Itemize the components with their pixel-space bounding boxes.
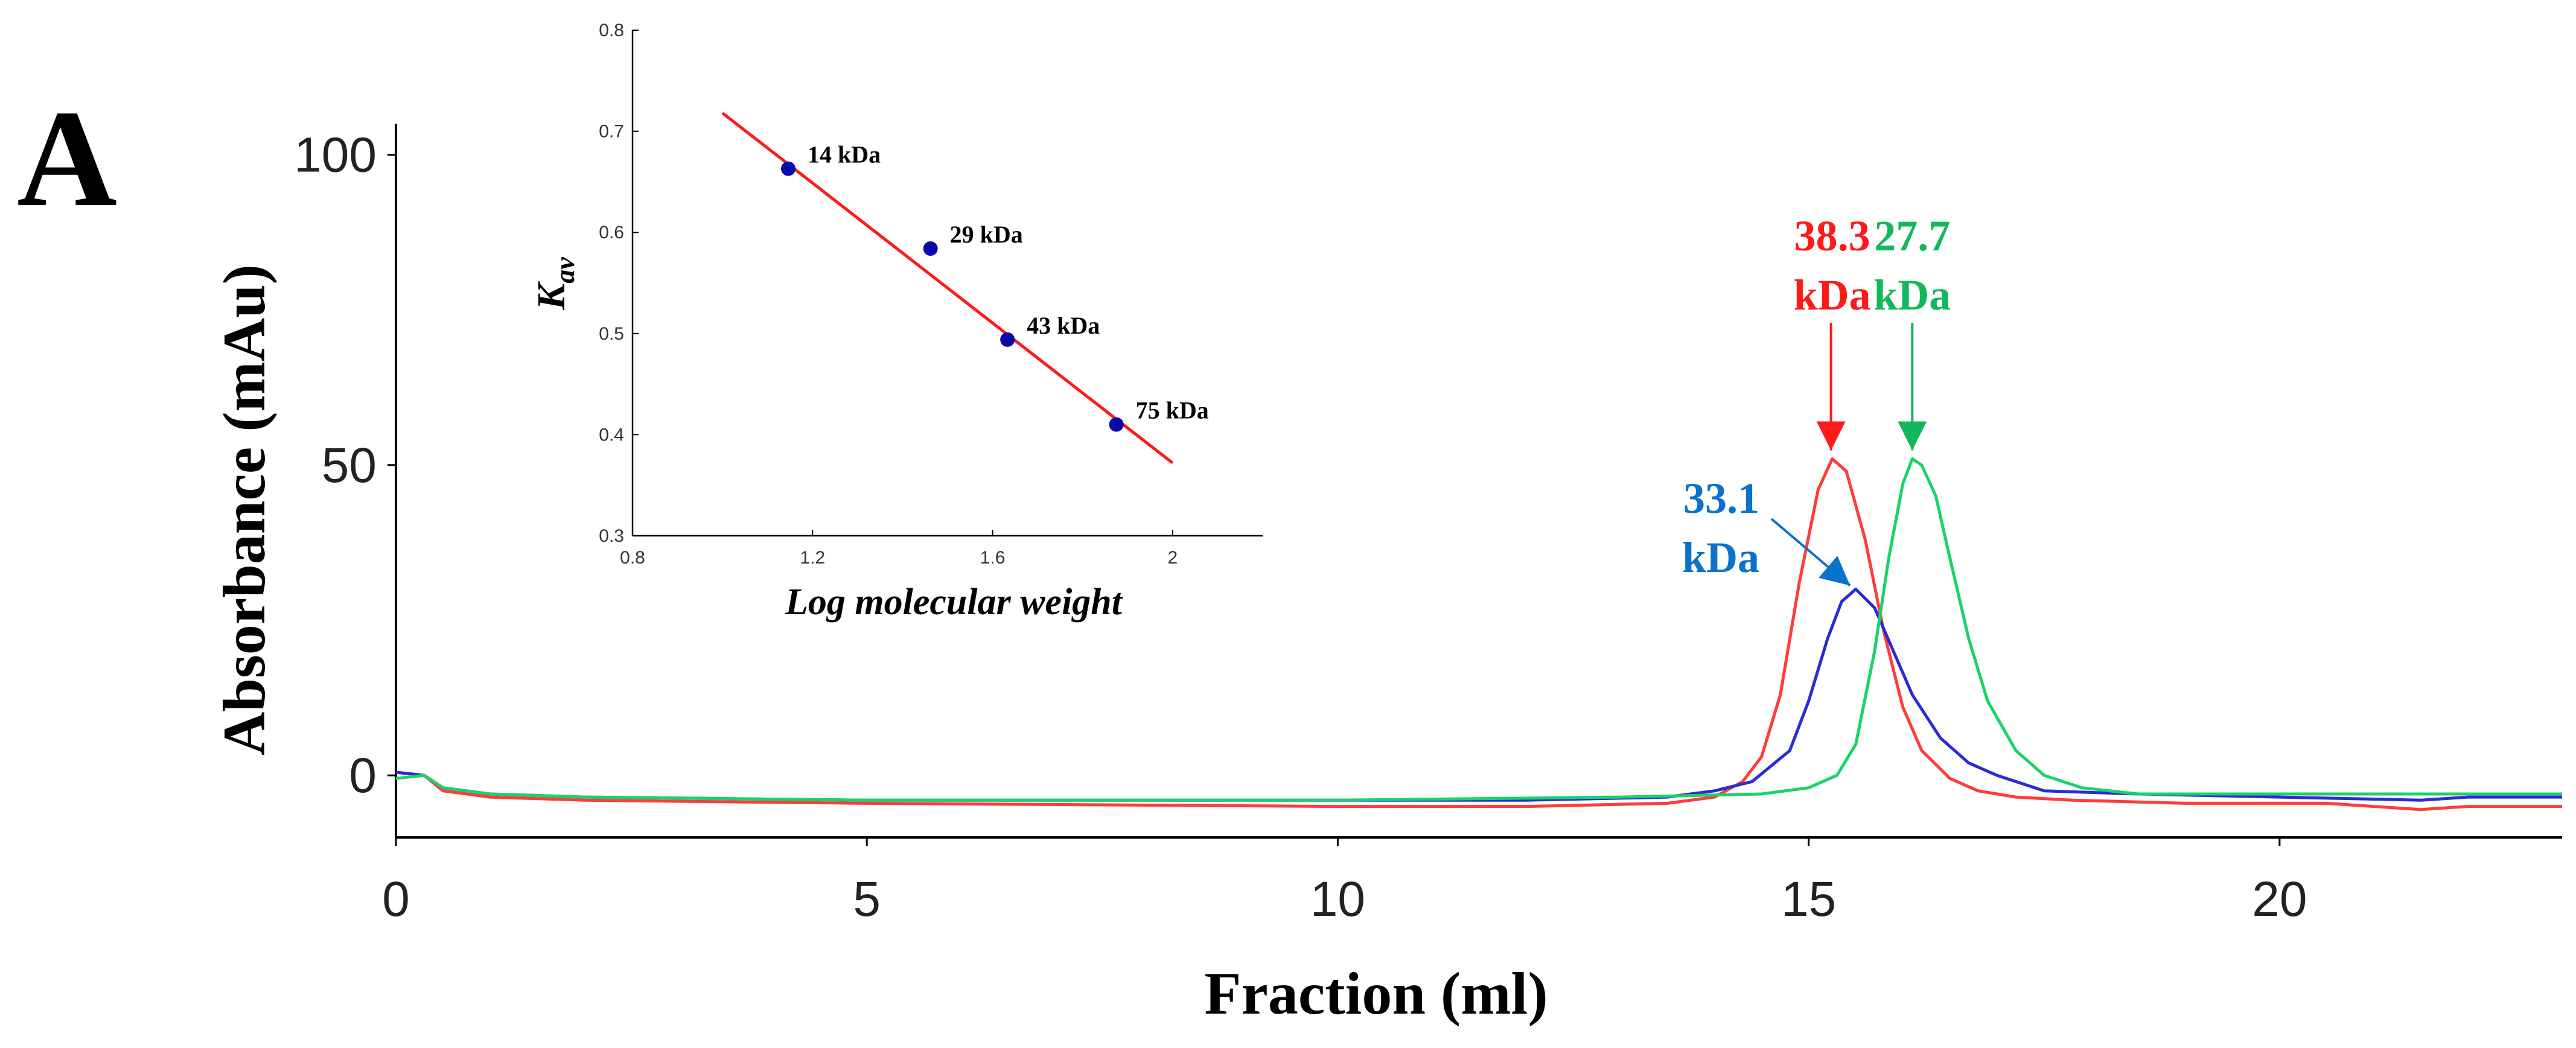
main-series-line-2 — [395, 457, 2562, 802]
inset-x-tick-label: 1.2 — [800, 548, 825, 568]
inset-y-tick-label: 0.7 — [599, 122, 624, 142]
inset-point-label: 43 kDa — [1027, 312, 1100, 339]
inset-point-label: 14 kDa — [808, 141, 881, 168]
main-y-tick-label: 50 — [322, 438, 377, 493]
main-series-line-0 — [395, 457, 2562, 811]
annotation-arrowhead — [1816, 421, 1846, 451]
inset-point-label: 75 kDa — [1136, 397, 1209, 424]
inset-y-tick-label: 0.8 — [599, 21, 624, 40]
main-series-line-1 — [395, 588, 2562, 802]
inset-y-tick-label: 0.5 — [599, 324, 624, 344]
inset-y-label-main: K — [529, 281, 573, 311]
main-y-axis-label: Absorbance (mAu) — [211, 264, 278, 755]
panel-label: A — [17, 81, 117, 235]
inset-x-axis-label: Log molecular weight — [785, 582, 1123, 623]
inset-y-tick-label: 0.6 — [599, 223, 624, 243]
annotation-label: kDa — [1873, 271, 1951, 319]
inset-data-point — [781, 161, 796, 176]
annotation-arrowhead — [1819, 556, 1851, 586]
annotation-label: 38.3 — [1794, 212, 1870, 260]
annotation-label: kDa — [1682, 533, 1759, 582]
inset-y-label-sub: av — [549, 257, 580, 284]
inset-x-tick-label: 0.8 — [620, 548, 645, 568]
inset-fit-line — [721, 112, 1174, 465]
annotation-label: kDa — [1794, 271, 1871, 319]
main-y-tick-label: 0 — [349, 748, 377, 803]
inset-x-tick-label: 1.6 — [980, 548, 1006, 568]
inset-point-label: 29 kDa — [950, 221, 1023, 248]
inset-data-point — [923, 241, 938, 256]
main-x-tick-label: 5 — [853, 872, 881, 927]
inset-y-axis-label: Kav — [529, 257, 580, 311]
svg-text:Kav: Kav — [529, 257, 580, 311]
annotation-label: 33.1 — [1683, 474, 1759, 522]
inset-data-point — [1000, 332, 1015, 347]
inset-y-tick-label: 0.3 — [599, 526, 624, 546]
annotation-label: 27.7 — [1874, 212, 1950, 260]
inset-x-tick-label: 2 — [1168, 548, 1178, 568]
annotation-arrowhead — [1898, 421, 1927, 451]
main-y-tick-label: 100 — [294, 127, 377, 182]
main-x-tick-label: 20 — [2252, 872, 2307, 927]
main-x-axis-label: Fraction (ml) — [1204, 960, 1548, 1027]
main-x-tick-label: 15 — [1781, 872, 1836, 927]
main-x-tick-label: 10 — [1310, 872, 1365, 927]
inset-data-point — [1109, 417, 1124, 432]
main-x-tick-label: 0 — [382, 872, 410, 927]
inset-chart: 0.8 1.2 1.6 2 0.3 0.4 0.5 0.6 0.7 0.8 14 kDa 29 kD… — [529, 21, 1263, 623]
inset-y-tick-label: 0.4 — [599, 425, 624, 445]
